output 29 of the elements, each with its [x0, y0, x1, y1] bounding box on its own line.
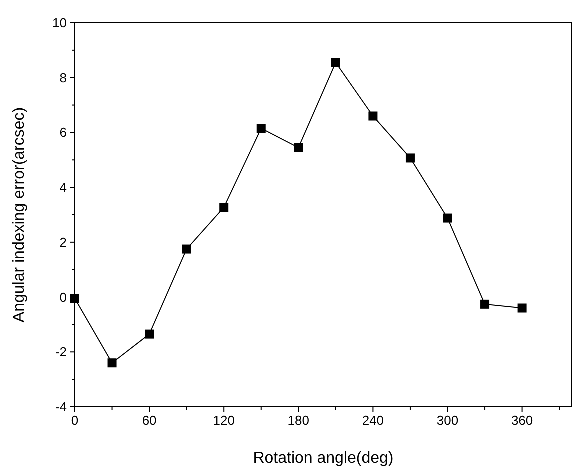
- y-tick-label: 8: [60, 70, 67, 86]
- point: [256, 124, 266, 134]
- x-tick-label: 360: [511, 413, 534, 428]
- point: [220, 203, 229, 212]
- point: [518, 304, 527, 313]
- point: [406, 154, 415, 163]
- point: [480, 300, 490, 309]
- y-tick-label: 0: [60, 290, 67, 305]
- point: [443, 214, 452, 223]
- y-axis-title: Angular indexing error(arcsec): [11, 107, 28, 323]
- y-tick-label: -2: [55, 344, 67, 360]
- y-tick-label: 6: [60, 125, 67, 140]
- x-tick-label: 300: [436, 413, 459, 428]
- point: [294, 143, 304, 152]
- x-tick-label: 240: [362, 413, 384, 428]
- x-axis-title: Rotation angle(deg): [253, 450, 394, 467]
- point: [182, 244, 192, 254]
- x-tick-label: 120: [213, 413, 235, 428]
- point: [145, 330, 154, 339]
- x-tick-label: 60: [142, 413, 157, 428]
- y-tick-label: 10: [52, 16, 67, 30]
- point: [108, 358, 117, 368]
- point: [368, 112, 378, 121]
- y-tick-label: 4: [60, 180, 67, 196]
- x-tick-label: 180: [288, 413, 310, 428]
- point: [331, 58, 340, 68]
- x-tick-label: 0: [71, 413, 79, 428]
- y-tick-label: -4: [55, 400, 67, 414]
- y-tick-label: 2: [60, 234, 67, 250]
